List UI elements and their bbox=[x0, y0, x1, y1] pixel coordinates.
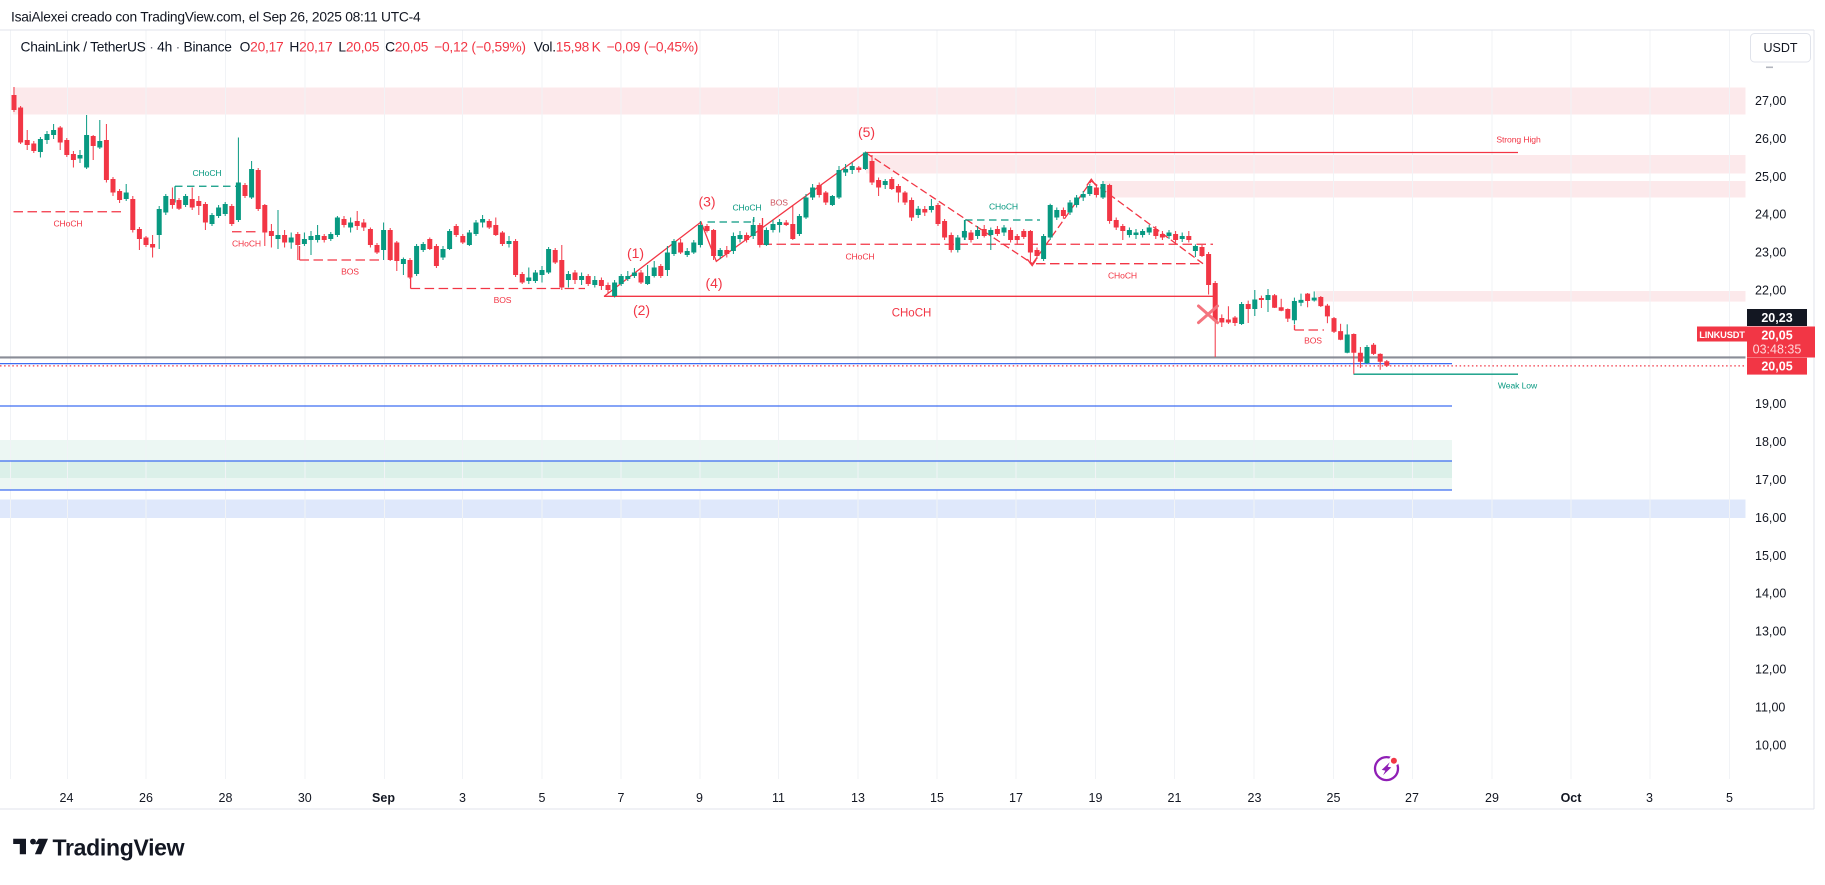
svg-text:Oct: Oct bbox=[1561, 791, 1583, 805]
svg-text:(1): (1) bbox=[627, 245, 644, 261]
svg-text:12,00: 12,00 bbox=[1755, 663, 1786, 677]
svg-text:CHoCH: CHoCH bbox=[989, 202, 1018, 212]
svg-text:24,00: 24,00 bbox=[1755, 208, 1786, 222]
svg-text:26,00: 26,00 bbox=[1755, 132, 1786, 146]
svg-text:15,00: 15,00 bbox=[1755, 549, 1786, 563]
svg-text:IsaiAlexei creado con TradingV: IsaiAlexei creado con TradingView.com, e… bbox=[11, 10, 421, 25]
svg-text:19: 19 bbox=[1089, 791, 1103, 805]
svg-text:30: 30 bbox=[298, 791, 312, 805]
svg-text:CHoCH: CHoCH bbox=[732, 203, 761, 213]
svg-text:(2): (2) bbox=[633, 302, 650, 318]
svg-text:20,23: 20,23 bbox=[1761, 311, 1792, 325]
svg-text:23,00: 23,00 bbox=[1755, 246, 1786, 260]
svg-text:9: 9 bbox=[696, 791, 703, 805]
svg-text:(4): (4) bbox=[705, 275, 722, 291]
svg-text:CHoCH: CHoCH bbox=[892, 308, 932, 320]
svg-text:28: 28 bbox=[219, 791, 233, 805]
svg-text:10,00: 10,00 bbox=[1755, 738, 1786, 752]
svg-text:11: 11 bbox=[772, 791, 785, 805]
svg-text:03:48:35: 03:48:35 bbox=[1753, 342, 1802, 356]
svg-text:BOS: BOS bbox=[770, 198, 788, 208]
svg-text:26: 26 bbox=[139, 791, 153, 805]
svg-text:25,00: 25,00 bbox=[1755, 170, 1786, 184]
svg-text:23: 23 bbox=[1248, 791, 1262, 805]
svg-text:TradingView: TradingView bbox=[53, 834, 185, 860]
svg-text:BOS: BOS bbox=[1304, 336, 1322, 346]
svg-text:5: 5 bbox=[1726, 791, 1733, 805]
svg-text:LINKUSDT: LINKUSDT bbox=[1699, 330, 1745, 340]
svg-text:ChainLink / TetherUS · 4h · Bi: ChainLink / TetherUS · 4h · Binance O20,1… bbox=[21, 39, 699, 54]
svg-text:14,00: 14,00 bbox=[1755, 587, 1786, 601]
svg-text:13,00: 13,00 bbox=[1755, 625, 1786, 639]
svg-text:BOS: BOS bbox=[494, 295, 512, 305]
svg-text:22,00: 22,00 bbox=[1755, 284, 1786, 298]
svg-text:19,00: 19,00 bbox=[1755, 397, 1786, 411]
svg-text:18,00: 18,00 bbox=[1755, 435, 1786, 449]
svg-text:Weak Low: Weak Low bbox=[1498, 381, 1538, 391]
svg-text:21: 21 bbox=[1168, 791, 1182, 805]
svg-text:29: 29 bbox=[1485, 791, 1499, 805]
svg-text:BOS: BOS bbox=[341, 267, 359, 277]
svg-text:CHoCH: CHoCH bbox=[53, 219, 82, 229]
svg-text:CHoCH: CHoCH bbox=[845, 252, 874, 262]
svg-text:13: 13 bbox=[851, 791, 865, 805]
svg-text:24: 24 bbox=[60, 791, 74, 805]
svg-text:Strong High: Strong High bbox=[1496, 134, 1541, 144]
svg-text:17: 17 bbox=[1009, 791, 1023, 805]
svg-text:27,00: 27,00 bbox=[1755, 94, 1786, 108]
svg-text:7: 7 bbox=[618, 791, 625, 805]
svg-text:3: 3 bbox=[459, 791, 466, 805]
svg-text:CHoCH: CHoCH bbox=[1108, 271, 1137, 281]
svg-text:16,00: 16,00 bbox=[1755, 511, 1786, 525]
svg-text:Sep: Sep bbox=[372, 791, 395, 805]
svg-text:25: 25 bbox=[1327, 791, 1341, 805]
svg-text:3: 3 bbox=[1646, 791, 1653, 805]
svg-text:CHoCH: CHoCH bbox=[192, 168, 221, 178]
svg-text:17,00: 17,00 bbox=[1755, 473, 1786, 487]
svg-text:11,00: 11,00 bbox=[1755, 700, 1785, 714]
svg-text:20,05: 20,05 bbox=[1761, 359, 1792, 373]
svg-text:27: 27 bbox=[1405, 791, 1419, 805]
svg-text:(3): (3) bbox=[698, 194, 715, 210]
svg-text:CHoCH: CHoCH bbox=[232, 239, 261, 249]
svg-text:(5): (5) bbox=[858, 124, 875, 140]
svg-text:5: 5 bbox=[539, 791, 546, 805]
svg-text:20,05: 20,05 bbox=[1761, 328, 1792, 342]
svg-text:15: 15 bbox=[930, 791, 944, 805]
svg-text:USDT: USDT bbox=[1763, 41, 1797, 55]
